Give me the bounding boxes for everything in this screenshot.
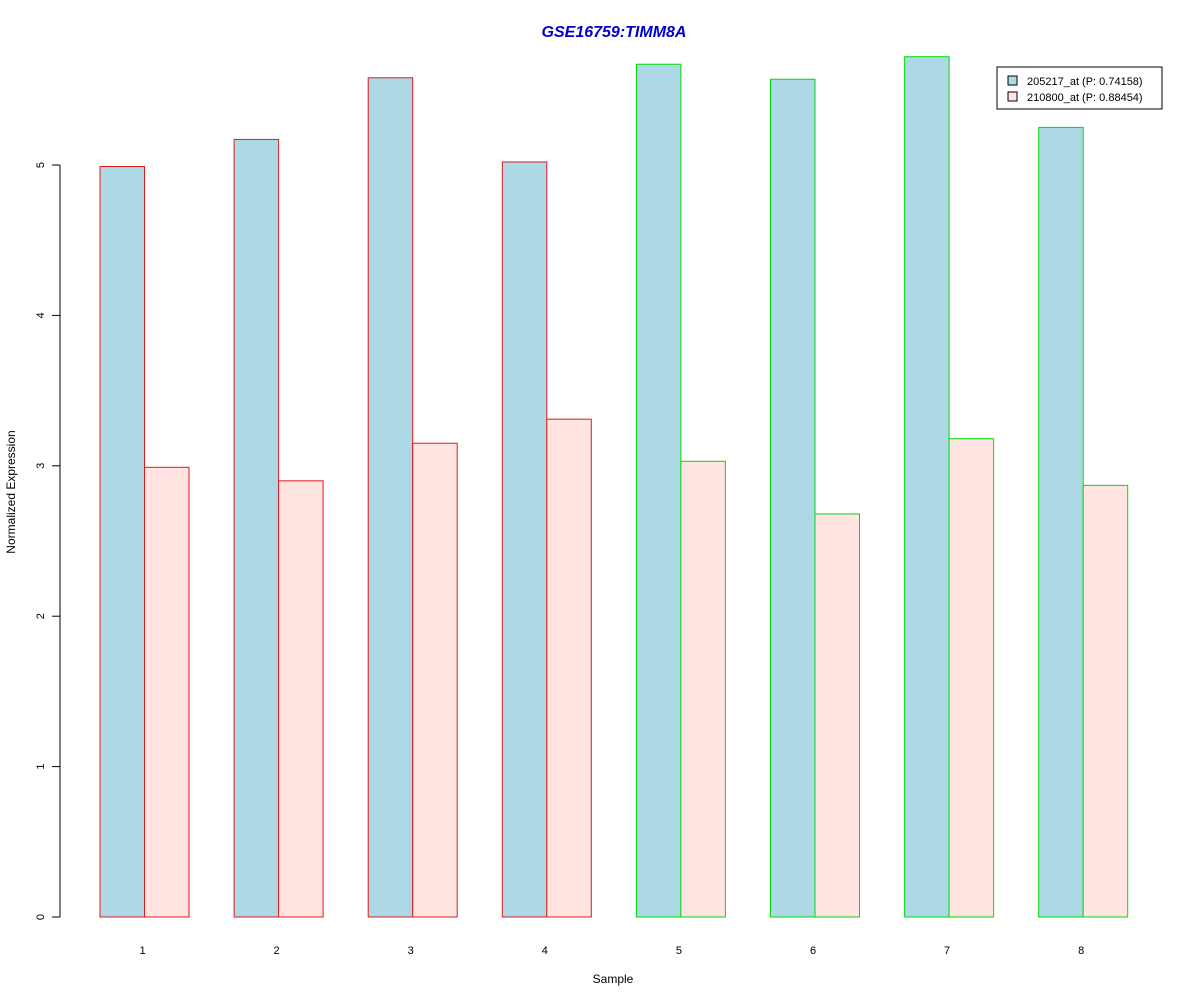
x-tick-label: 1 — [139, 945, 145, 957]
x-axis-ticks: 1 2 3 4 5 6 7 8 — [139, 945, 1084, 957]
bar-sample-8-series-1 — [1038, 126, 1084, 918]
x-tick-label: 7 — [944, 945, 950, 957]
x-tick-label: 3 — [408, 945, 414, 957]
bar-sample-5-series-2 — [680, 460, 726, 918]
bar-sample-1-series-2 — [144, 466, 190, 918]
bar-sample-2-series-2 — [278, 480, 324, 918]
bar-sample-1-series-1 — [99, 166, 145, 918]
y-tick-label: 5 — [35, 162, 47, 168]
x-tick-label: 6 — [810, 945, 816, 957]
y-tick-label: 3 — [35, 463, 47, 469]
bar-sample-3-series-2 — [412, 442, 458, 918]
bar-sample-5-series-1 — [635, 63, 682, 918]
legend-box — [996, 66, 1163, 110]
y-tick-label: 0 — [35, 914, 47, 920]
y-axis: 0 1 2 3 4 5 — [35, 162, 61, 920]
bar-sample-7-series-1 — [904, 56, 950, 918]
y-tick-label: 1 — [35, 764, 47, 770]
y-axis-label: Normalized Expression — [4, 430, 18, 553]
x-tick-label: 2 — [274, 945, 280, 957]
bar-sample-3-series-1 — [367, 77, 414, 918]
chart-title: GSE16759:TIMM8A — [542, 24, 687, 41]
legend-swatch-series-2 — [1007, 91, 1018, 102]
x-axis-label: Sample — [593, 972, 634, 986]
x-tick-label: 5 — [676, 945, 682, 957]
bar-sample-8-series-2 — [1082, 484, 1129, 918]
bar-sample-4-series-2 — [546, 418, 592, 918]
x-tick-label: 4 — [542, 945, 548, 957]
x-tick-label: 8 — [1078, 945, 1084, 957]
legend: 205217_at (P: 0.74158) 210800_at (P: 0.8… — [996, 66, 1163, 110]
bars-group — [99, 56, 1129, 918]
y-tick-label: 4 — [35, 312, 47, 318]
legend-label-series-2: 210800_at (P: 0.88454) — [1027, 92, 1143, 104]
bar-sample-2-series-1 — [233, 138, 280, 918]
bar-sample-6-series-1 — [770, 78, 816, 918]
bar-sample-7-series-2 — [948, 438, 995, 918]
bar-sample-6-series-2 — [814, 513, 860, 918]
legend-swatch-series-1 — [1007, 75, 1018, 86]
bar-sample-4-series-1 — [501, 161, 548, 918]
y-tick-label: 2 — [35, 613, 47, 619]
legend-label-series-1: 205217_at (P: 0.74158) — [1027, 76, 1143, 88]
